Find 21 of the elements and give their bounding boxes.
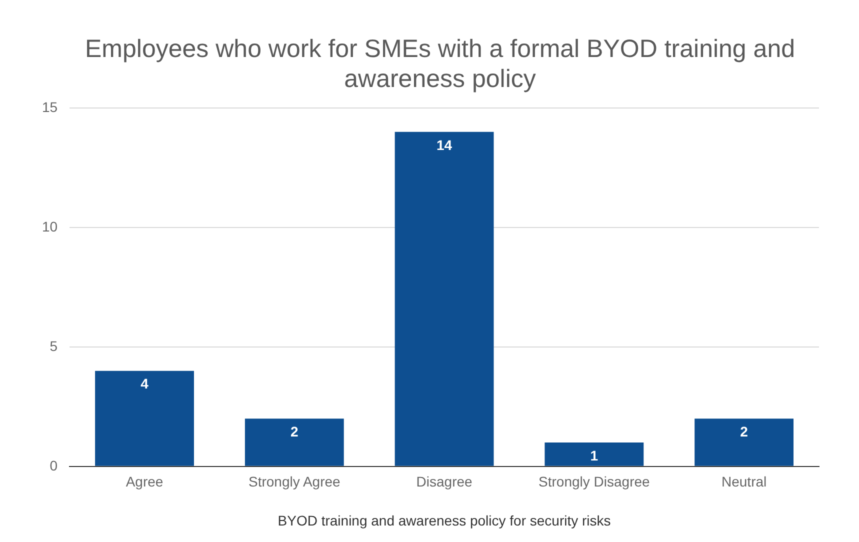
data-label: 1 [590,447,598,464]
bar [244,418,344,466]
bar [544,442,644,466]
x-axis-title: BYOD training and awareness policy for security risks [278,512,611,528]
bar [95,370,194,466]
chart-title: Employees who work for SMEs with a formal BYOD training and awareness policy [84,34,796,94]
data-label: 2 [740,423,748,440]
bar [394,132,494,466]
y-tick-label: 0 [50,457,58,474]
data-label: 2 [290,423,298,440]
y-tick-label: 10 [42,218,58,234]
x-tick-label: Strongly Disagree [538,474,650,490]
data-label: 4 [140,376,149,392]
x-tick-label: Agree [126,474,164,490]
x-tick-label: Neutral [721,474,767,490]
bar [694,418,794,466]
x-tick-label: Disagree [416,474,473,490]
y-tick-label: 5 [50,338,58,354]
data-label: 14 [436,136,452,153]
x-tick-label: Strongly Agree [248,474,341,490]
y-tick-label: 15 [42,98,58,115]
